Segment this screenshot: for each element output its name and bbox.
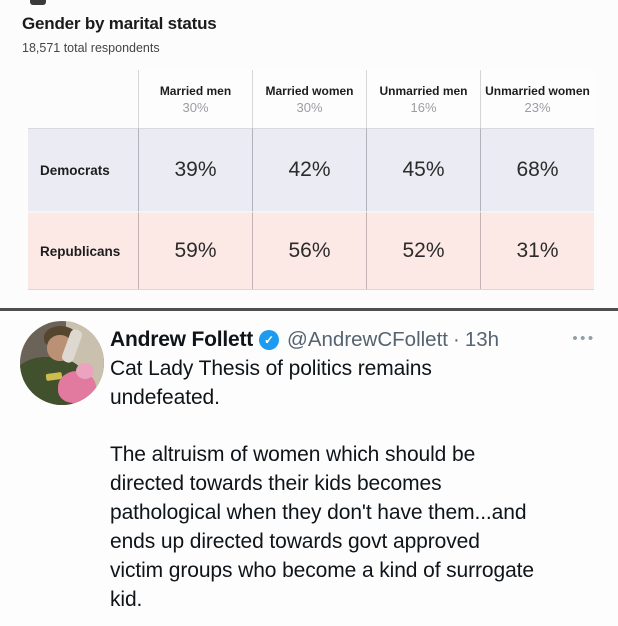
table-cell-republicans-married-women: 56% [252,211,366,289]
column-header-unmarried-women: Unmarried women 23% [480,70,594,128]
table-cell-republicans-married-men: 59% [138,211,252,289]
tweet-text-line: kid. [110,588,143,611]
tweet-text-line: pathological when they don't have them..… [110,501,527,524]
column-label: Married men [159,83,232,98]
tweet-text-line: undefeated. [110,386,220,409]
column-share: 30% [296,99,323,115]
crop-artifact-mark [30,0,46,5]
more-options-icon[interactable]: ••• [572,329,596,347]
table-cell-democrats-unmarried-women: 68% [480,128,594,211]
tweet-paragraph: Cat Lady Thesis of politics remains unde… [110,354,606,412]
column-label: Unmarried women [485,83,590,98]
tweet-text-line: The altruism of women which should be [110,443,476,466]
dot-separator: · [452,328,460,351]
avatar[interactable] [20,321,104,405]
gender-marital-table: Married men 30% Married women 30% Unmarr… [28,70,594,290]
column-share: 23% [524,99,551,115]
tweet-text-line: ends up directed towards govt approved [110,530,480,553]
tweet-paragraph: The altruism of women which should be di… [110,440,606,614]
verified-badge-icon: ✓ [259,330,280,350]
column-header-unmarried-men: Unmarried men 16% [366,70,480,128]
column-share: 30% [182,99,209,115]
chart-title: Gender by marital status [22,14,217,33]
tweet-timestamp[interactable]: 13h [464,328,500,351]
table-corner-cell [28,70,138,128]
display-name[interactable]: Andrew Follett [110,328,254,351]
table-cell-democrats-unmarried-men: 45% [366,128,480,211]
row-label-democrats: Democrats [28,128,138,211]
tweet-header: Andrew Follett ✓ @AndrewCFollett · 13h [110,326,550,354]
column-label: Unmarried men [379,83,468,98]
column-label: Married women [265,83,354,98]
user-handle[interactable]: @AndrewCFollett [287,328,448,351]
table-cell-democrats-married-men: 39% [138,128,252,211]
table-cell-republicans-unmarried-men: 52% [366,211,480,289]
tweet-text-line: victim groups who become a kind of surro… [110,559,534,582]
tweet-text: Cat Lady Thesis of politics remains unde… [110,354,606,614]
chart-subtitle: 18,571 total respondents [22,41,160,55]
tweet-text-line: Cat Lady Thesis of politics remains [110,357,432,380]
tweet-text-line: directed towards their kids becomes [110,472,442,495]
section-divider [0,308,618,311]
table-cell-republicans-unmarried-women: 31% [480,211,594,289]
column-header-married-women: Married women 30% [252,70,366,128]
column-share: 16% [410,99,437,115]
table-cell-democrats-married-women: 42% [252,128,366,211]
row-label-republicans: Republicans [28,211,138,289]
avatar-baby-head [76,363,94,379]
column-header-married-men: Married men 30% [138,70,252,128]
